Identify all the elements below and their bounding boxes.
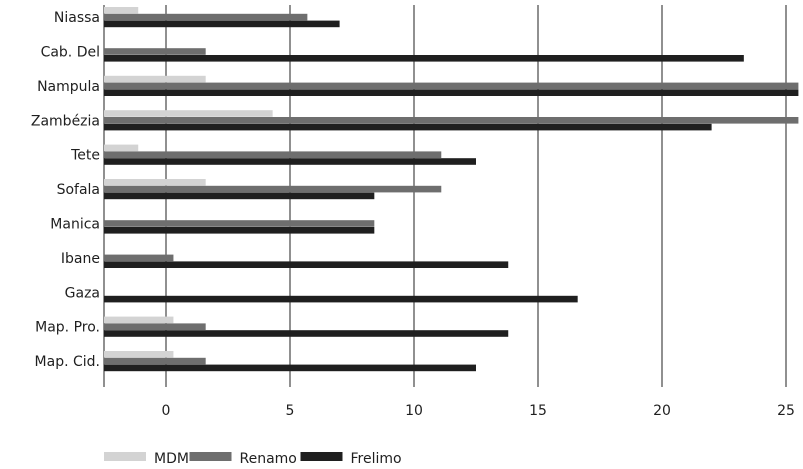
bar-mdm: [104, 7, 139, 14]
x-tick-label: 25: [777, 403, 795, 419]
bar-renamo: [104, 357, 206, 365]
category-label: Cab. Del: [41, 45, 100, 61]
category-label: Gaza: [65, 285, 100, 301]
bar-frelimo: [104, 192, 375, 200]
bar-renamo: [104, 48, 206, 55]
bar-renamo: [104, 151, 442, 158]
bar-mdm: [104, 75, 206, 83]
bars: [104, 7, 799, 372]
bar-frelimo: [104, 330, 509, 337]
legend-swatch: [104, 452, 146, 461]
bar-frelimo: [104, 55, 744, 62]
bar-renamo: [104, 117, 799, 124]
legend-label: MDM: [154, 451, 189, 467]
bar-frelimo: [104, 261, 509, 268]
bar-renamo: [104, 254, 174, 262]
category-label: Sofala: [57, 182, 100, 198]
legend-swatch: [300, 452, 343, 461]
legend-swatch: [189, 452, 232, 461]
bar-mdm: [104, 179, 206, 186]
category-labels: Niassa Cab. Del Nampula Zambézia Tete Sofala M…: [31, 10, 100, 370]
legend-item: MDM: [104, 451, 189, 467]
legend-item: Renamo: [189, 451, 297, 467]
category-label: Manica: [50, 217, 100, 233]
bar-frelimo: [104, 89, 799, 96]
x-tick-label: 15: [529, 403, 547, 419]
x-tick-label: 5: [286, 403, 295, 419]
x-tick-label: 20: [653, 403, 671, 419]
x-tick-labels: 0 5 10 15 20 25: [162, 403, 795, 419]
bar-frelimo: [104, 20, 340, 28]
x-tick-label: 10: [405, 403, 423, 419]
bar-frelimo: [104, 364, 476, 372]
bar-renamo: [104, 82, 799, 90]
category-label: Ibane: [61, 251, 100, 267]
x-tick-label: 0: [162, 403, 171, 419]
bar-frelimo: [104, 295, 578, 303]
category-label: Map. Cid.: [35, 354, 100, 370]
legend-item: Frelimo: [300, 451, 402, 467]
category-label: Map. Pro.: [35, 320, 100, 336]
legend: MDM Renamo Frelimo: [104, 451, 402, 467]
bar-renamo: [104, 323, 206, 330]
bar-frelimo: [104, 158, 476, 165]
category-label: Zambézia: [31, 113, 100, 129]
bar-mdm: [104, 144, 139, 152]
category-label: Tete: [70, 148, 100, 164]
bar-frelimo: [104, 123, 712, 131]
category-label: Nampula: [37, 79, 100, 95]
bar-mdm: [104, 110, 273, 117]
legend-label: Renamo: [240, 451, 297, 467]
bar-frelimo: [104, 227, 375, 234]
category-label: Niassa: [54, 10, 100, 26]
bar-mdm: [104, 316, 174, 324]
bar-renamo: [104, 13, 308, 21]
bar-mdm: [104, 351, 174, 358]
bar-renamo: [104, 220, 375, 227]
legend-label: Frelimo: [351, 451, 402, 467]
bar-renamo: [104, 185, 442, 193]
